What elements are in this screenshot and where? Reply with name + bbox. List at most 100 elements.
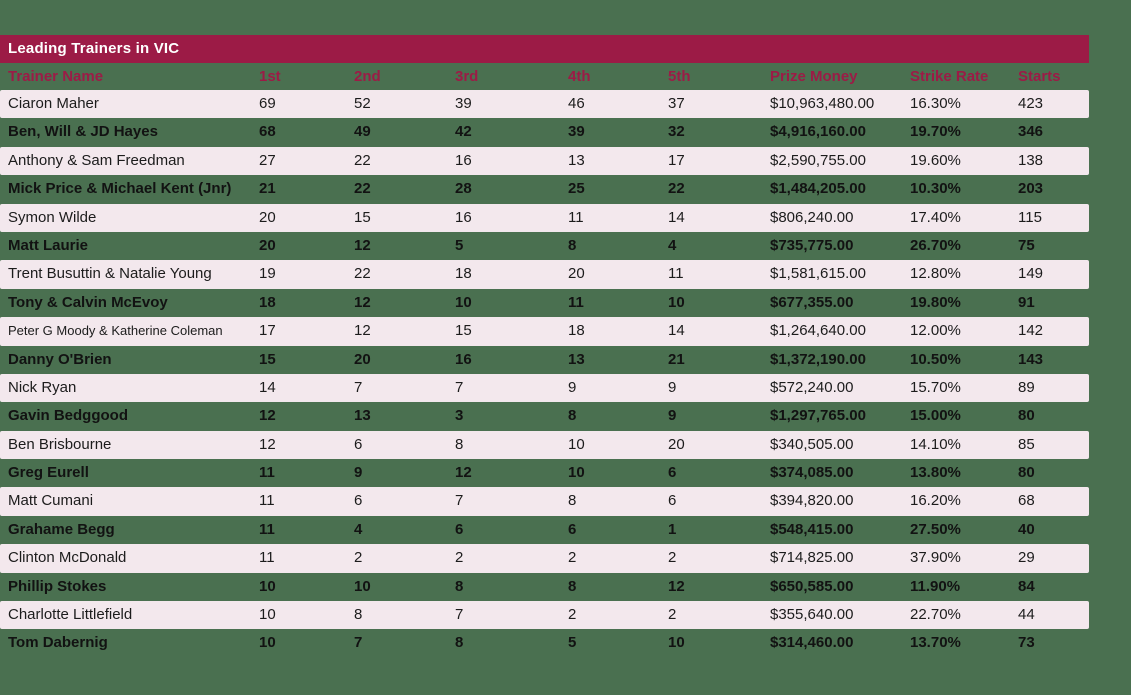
4th-cell: 2 [568,606,577,624]
column-header-starts: Starts [1018,68,1061,85]
starts-cell: 75 [1018,236,1035,254]
3rd-cell: 18 [455,265,472,283]
4th-cell: 8 [568,236,577,254]
column-header-strike-rate: Strike Rate [910,68,989,85]
starts-cell: 29 [1018,549,1035,567]
2nd-cell: 6 [354,435,363,453]
strike-rate-cell: 19.70% [910,123,961,141]
1st-cell: 10 [259,634,276,652]
2nd-cell: 52 [354,95,371,112]
leading-trainers-table: Trainer Name 1st 2nd 3rd 4th 5th Prize Money St… [0,63,1089,658]
1st-cell: 14 [259,378,276,396]
prize-money-cell: $650,585.00 [770,577,854,595]
1st-cell: 20 [259,236,276,254]
trainer-name-cell: Mick Price & Michael Kent (Jnr) [8,180,232,198]
5th-cell: 37 [668,95,685,112]
column-header-2nd: 2nd [354,68,381,85]
table-row: Danny O'Brien 15 20 16 13 21 $1,372,190.00 10.5… [0,346,1089,374]
2nd-cell: 20 [354,350,371,368]
3rd-cell: 7 [455,378,464,396]
starts-cell: 68 [1018,492,1035,510]
1st-cell: 12 [259,435,276,453]
2nd-cell: 12 [354,293,371,311]
starts-cell: 73 [1018,634,1035,652]
table-row: Peter G Moody & Katherine Coleman 17 12 15 1… [0,317,1089,346]
4th-cell: 2 [568,549,577,567]
2nd-cell: 9 [354,464,363,482]
strike-rate-cell: 13.80% [910,464,961,482]
5th-cell: 9 [668,378,677,396]
3rd-cell: 42 [455,123,472,141]
prize-money-cell: $340,505.00 [770,435,854,453]
trainer-name-cell: Gavin Bedggood [8,407,128,425]
4th-cell: 11 [568,208,584,226]
strike-rate-cell: 16.30% [910,95,961,112]
3rd-cell: 12 [455,464,472,482]
strike-rate-cell: 14.10% [910,435,961,453]
trainer-name-cell: Nick Ryan [8,378,77,396]
4th-cell: 46 [568,95,585,112]
prize-money-cell: $806,240.00 [770,208,854,226]
starts-cell: 203 [1018,180,1044,198]
2nd-cell: 6 [354,492,363,510]
starts-cell: 40 [1018,520,1035,538]
3rd-cell: 16 [455,350,472,368]
3rd-cell: 15 [455,322,472,340]
prize-money-cell: $548,415.00 [770,520,854,538]
5th-cell: 32 [668,123,685,141]
trainer-name-cell: Tom Dabernig [8,634,108,652]
prize-money-cell: $1,581,615.00 [770,265,866,283]
1st-cell: 18 [259,293,276,311]
column-header-1st: 1st [259,68,281,85]
starts-cell: 84 [1018,577,1035,595]
trainer-name-cell: Trent Busuttin & Natalie Young [8,265,212,283]
4th-cell: 9 [568,378,577,396]
table-row: Ben Brisbourne 12 6 8 10 20 $340,505.00 14.10% 8… [0,430,1089,460]
4th-cell: 10 [568,464,585,482]
3rd-cell: 6 [455,520,464,538]
prize-money-cell: $572,240.00 [770,378,854,396]
2nd-cell: 22 [354,180,371,198]
table-row: Symon Wilde 20 15 16 11 14 $806,240.00 17.40% 11… [0,203,1089,232]
5th-cell: 14 [668,208,685,226]
table-row: Greg Eurell 11 9 12 10 6 $374,085.00 13.80% 80 [0,459,1089,487]
prize-money-cell: $714,825.00 [770,549,854,567]
table-title-bar: Leading Trainers in VIC [0,35,1089,63]
trainer-name-cell: Ben Brisbourne [8,435,112,453]
3rd-cell: 3 [455,407,464,425]
strike-rate-cell: 12.80% [910,265,961,283]
4th-cell: 10 [568,435,585,453]
3rd-cell: 7 [455,606,464,624]
4th-cell: 18 [568,322,585,340]
3rd-cell: 39 [455,95,472,112]
3rd-cell: 28 [455,180,472,198]
table-row: Tony & Calvin McEvoy 18 12 10 11 10 $677,355.0… [0,289,1089,317]
5th-cell: 14 [668,322,685,340]
4th-cell: 8 [568,492,577,510]
1st-cell: 15 [259,350,276,368]
5th-cell: 10 [668,293,685,311]
starts-cell: 115 [1018,208,1042,226]
3rd-cell: 16 [455,151,472,169]
5th-cell: 20 [668,435,685,453]
table-row: Mick Price & Michael Kent (Jnr) 21 22 28 25 2… [0,175,1089,203]
table-row: Phillip Stokes 10 10 8 8 12 $650,585.00 11.90% 8… [0,573,1089,601]
2nd-cell: 22 [354,151,371,169]
1st-cell: 10 [259,606,276,624]
4th-cell: 13 [568,350,585,368]
table-body: Ciaron Maher 69 52 39 46 37 $10,963,480.00 16.3… [0,90,1089,658]
5th-cell: 11 [668,265,684,283]
starts-cell: 143 [1018,350,1044,368]
4th-cell: 5 [568,634,577,652]
3rd-cell: 8 [455,435,464,453]
prize-money-cell: $1,372,190.00 [770,350,866,368]
4th-cell: 8 [568,407,577,425]
strike-rate-cell: 16.20% [910,492,961,510]
starts-cell: 44 [1018,606,1035,624]
table-header-row: Trainer Name 1st 2nd 3rd 4th 5th Prize Money St… [0,63,1089,90]
starts-cell: 138 [1018,151,1044,169]
table-row: Grahame Begg 11 4 6 6 1 $548,415.00 27.50% 40 [0,516,1089,544]
starts-cell: 423 [1018,95,1044,112]
5th-cell: 1 [668,520,677,538]
trainer-name-cell: Symon Wilde [8,208,97,226]
